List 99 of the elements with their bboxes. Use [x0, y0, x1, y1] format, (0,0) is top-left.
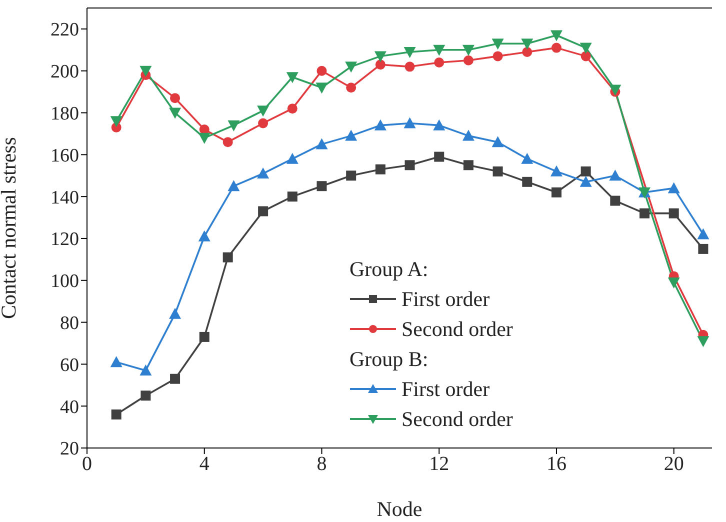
point: [463, 160, 474, 170]
point: [140, 364, 152, 376]
y-tick-label: 200: [50, 62, 79, 83]
point: [316, 138, 328, 150]
legend-label: First order: [402, 376, 490, 403]
x-axis-title: Node: [376, 497, 422, 521]
point: [345, 130, 358, 141]
legend-label: First order: [402, 286, 490, 313]
point: [463, 55, 474, 66]
point: [169, 308, 182, 319]
point: [375, 60, 386, 70]
point: [698, 244, 708, 254]
point: [551, 187, 562, 198]
point: [228, 180, 240, 192]
point: [374, 51, 386, 62]
y-tick-label: 160: [50, 145, 79, 166]
point: [668, 277, 680, 288]
point: [346, 82, 356, 93]
point: [286, 152, 298, 164]
annotation: Group A:: [350, 256, 430, 283]
point: [198, 132, 210, 144]
point: [550, 30, 562, 42]
point: [404, 47, 416, 58]
point: [668, 208, 679, 218]
point: [404, 117, 416, 128]
point: [258, 118, 268, 128]
annotation: Group B:: [350, 346, 430, 373]
x-tick-label: 4: [199, 453, 210, 476]
y-tick-label: 40: [60, 396, 79, 418]
point: [222, 137, 233, 148]
point: [434, 57, 444, 68]
point: [375, 164, 386, 174]
point: [609, 170, 622, 181]
point: [697, 228, 710, 240]
x-tick-label: 0: [82, 453, 92, 476]
point: [492, 166, 503, 176]
point: [374, 119, 386, 130]
point: [222, 252, 233, 262]
point: [521, 38, 534, 50]
x-tick-label: 12: [429, 453, 450, 476]
point: [287, 104, 298, 114]
y-axis-title: Contact normal stress: [0, 137, 20, 319]
point: [346, 170, 356, 181]
point: [580, 42, 592, 54]
point: [551, 42, 562, 53]
point: [316, 181, 327, 192]
point: [580, 176, 592, 187]
point: [640, 208, 650, 218]
point: [610, 196, 620, 206]
x-tick-label: 20: [664, 453, 684, 476]
point: [228, 120, 240, 132]
point: [169, 108, 182, 119]
y-tick-label: 120: [50, 229, 79, 250]
point: [433, 44, 446, 56]
point: [198, 230, 210, 242]
point: [345, 62, 358, 73]
point: [199, 332, 210, 342]
point: [316, 82, 328, 94]
y-tick-label: 220: [50, 20, 79, 41]
y-tick-label: 60: [60, 354, 79, 376]
point: [287, 192, 298, 202]
point: [462, 130, 474, 141]
point: [140, 66, 152, 77]
point: [522, 176, 532, 187]
point: [316, 66, 327, 76]
y-tick-label: 100: [50, 271, 79, 292]
point: [257, 168, 270, 179]
point: [697, 336, 710, 348]
y-tick-label: 20: [60, 438, 79, 460]
legend-label: Second order: [402, 316, 513, 343]
point: [170, 93, 180, 104]
point: [140, 390, 151, 401]
point: [404, 160, 415, 170]
x-tick-label: 8: [316, 453, 327, 476]
point: [434, 152, 444, 162]
point: [110, 116, 122, 128]
point: [258, 206, 268, 216]
y-tick-label: 180: [50, 104, 79, 125]
point: [433, 119, 446, 130]
point: [580, 51, 591, 62]
point: [668, 182, 680, 194]
point: [492, 136, 504, 148]
point: [462, 44, 474, 56]
point: [257, 106, 270, 117]
point: [492, 38, 504, 50]
point: [111, 409, 122, 420]
point: [550, 165, 562, 176]
y-tick-label: 80: [60, 313, 79, 334]
point: [522, 47, 532, 57]
point: [492, 51, 503, 62]
x-tick-label: 16: [546, 453, 566, 476]
point: [110, 356, 122, 368]
y-tick-label: 140: [50, 187, 79, 208]
point: [521, 152, 534, 164]
point: [170, 374, 180, 384]
point: [580, 166, 591, 176]
legend-label: Second order: [402, 406, 513, 433]
point: [286, 72, 298, 84]
point: [404, 62, 415, 72]
